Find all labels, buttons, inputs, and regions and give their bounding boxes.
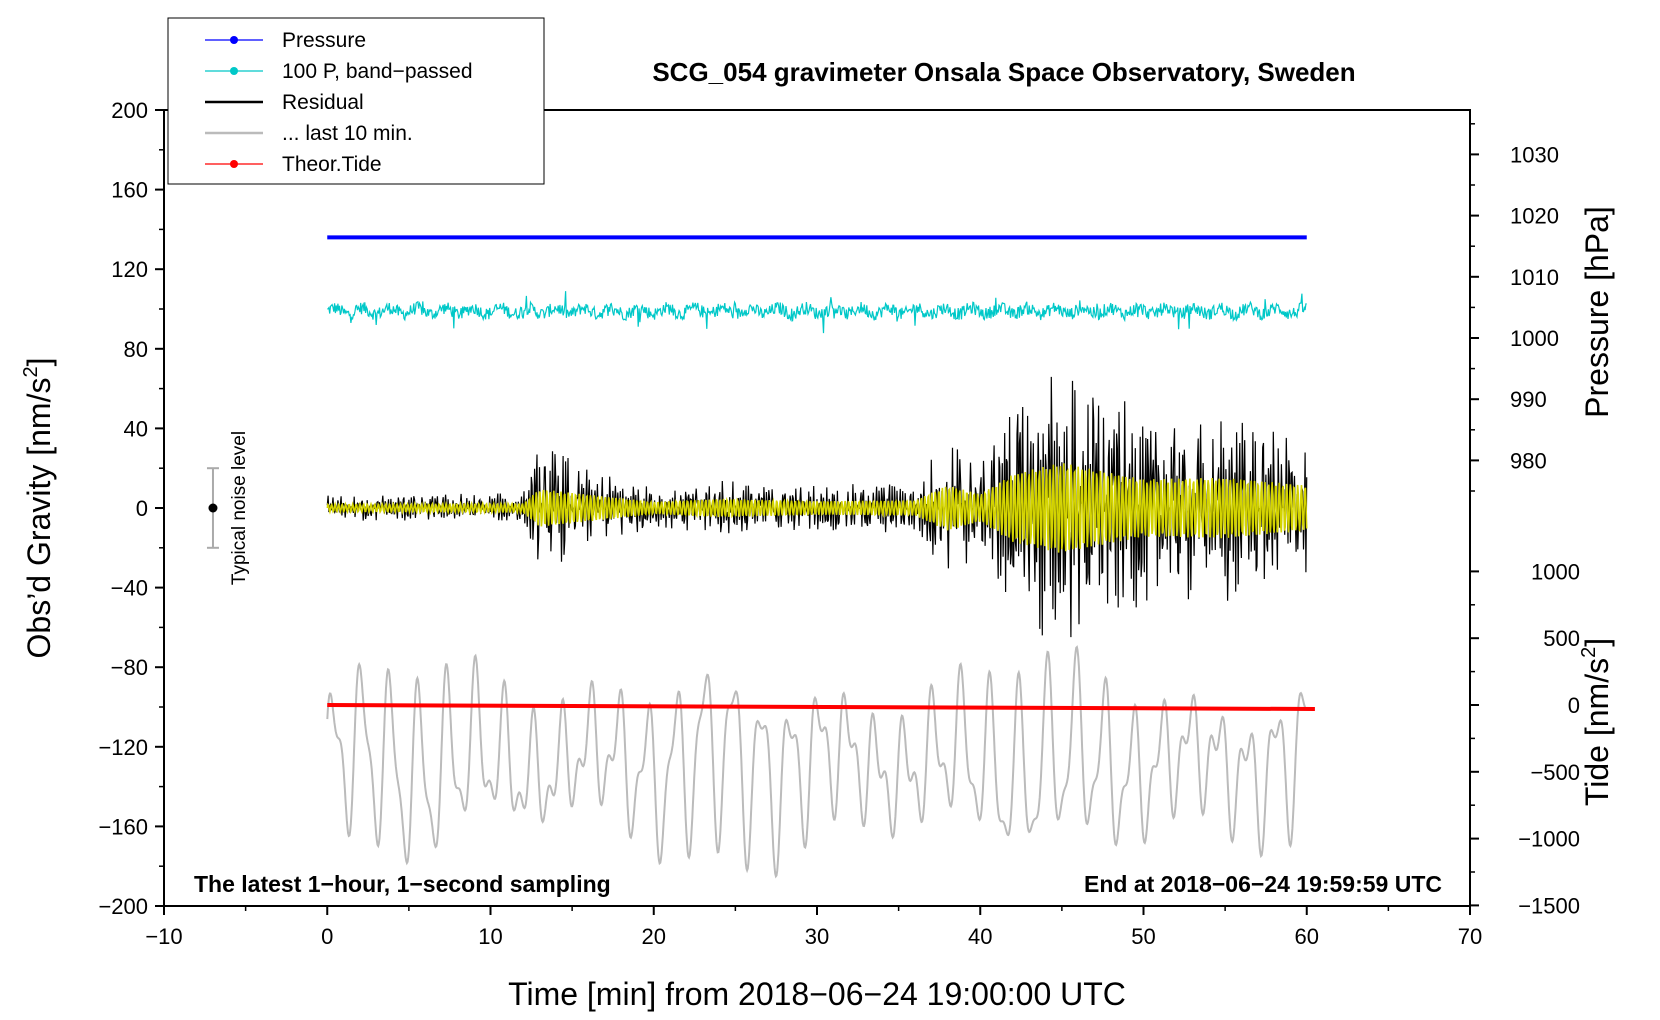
- series-theor-tide: [327, 703, 1315, 711]
- pressure-tick-label: 1030: [1510, 142, 1559, 167]
- noise-label: Typical noise level: [229, 431, 250, 585]
- noise-center-dot: [208, 503, 218, 513]
- annotation-end-time: End at 2018−06−24 19:59:59 UTC: [1084, 871, 1442, 897]
- chart-title: SCG_054 gravimeter Onsala Space Observat…: [652, 57, 1355, 87]
- x-tick-label: 50: [1131, 924, 1155, 949]
- legend-marker: [230, 67, 238, 75]
- y-tick-label: −160: [98, 814, 148, 839]
- y-axis-title-tide: Tide [nm/s2]: [1578, 638, 1615, 806]
- series-residual-filtered: [326, 463, 1308, 553]
- y-tick-label: 160: [111, 178, 148, 203]
- legend-label: Residual: [282, 91, 364, 114]
- x-tick-label: 70: [1458, 924, 1482, 949]
- series-layer: [326, 235, 1315, 879]
- y-tick-label: −80: [111, 655, 148, 680]
- pressure-tick-label: 980: [1510, 448, 1547, 473]
- x-tick-label: −10: [145, 924, 182, 949]
- legend-label: Pressure: [282, 29, 366, 52]
- x-tick-label: 60: [1295, 924, 1319, 949]
- x-tick-label: 0: [321, 924, 333, 949]
- legend-label: ... last 10 min.: [282, 122, 413, 145]
- series-band-passed-pressure: [327, 291, 1307, 334]
- right-axis-ticks: 1030 1020 1010 1000 990 980 1000 500 0 −500 −1000 −…: [1470, 123, 1580, 918]
- y-tick-label: 40: [124, 416, 148, 441]
- bottom-axis-ticks: −10 0 10 20 30 40 50 60 70: [145, 906, 1482, 949]
- y-tick-label: −200: [98, 894, 148, 919]
- pressure-tick-label: 990: [1510, 387, 1547, 412]
- tide-tick-label: −500: [1530, 760, 1580, 785]
- tide-tick-label: 500: [1543, 626, 1580, 651]
- noise-level-indicator: Typical noise level: [206, 431, 250, 585]
- left-axis-ticks: 200 160 120 80 40 0 −40 −80 −120 −160 −200: [98, 98, 164, 919]
- pressure-tick-label: 1000: [1510, 326, 1559, 351]
- pressure-tick-label: 1020: [1510, 204, 1559, 229]
- y-axis-title-left: Obs’d Gravity [nm/s2]: [20, 358, 57, 659]
- tide-tick-label: −1500: [1518, 893, 1580, 918]
- tide-tick-label: −1000: [1518, 827, 1580, 852]
- legend-marker: [230, 160, 238, 168]
- annotation-latest-hour: The latest 1−hour, 1−second sampling: [194, 871, 611, 897]
- x-tick-label: 30: [805, 924, 829, 949]
- legend: Pressure 100 P, band−passed Residual ... la…: [167, 17, 545, 185]
- pressure-tick-label: 1010: [1510, 265, 1559, 290]
- legend-label: Theor.Tide: [282, 153, 382, 176]
- y-axis-title-pressure: Pressure [hPa]: [1579, 206, 1615, 418]
- legend-items: Pressure 100 P, band−passed Residual ... la…: [205, 29, 473, 176]
- x-tick-label: 20: [642, 924, 666, 949]
- y-tick-label: −40: [111, 576, 148, 601]
- tide-tick-label: 1000: [1531, 559, 1580, 584]
- y-tick-label: 120: [111, 257, 148, 282]
- y-tick-label: 0: [136, 496, 148, 521]
- y-tick-label: 80: [124, 337, 148, 362]
- series-residual: [326, 376, 1308, 638]
- y-tick-label: −120: [98, 735, 148, 760]
- tide-tick-label: 0: [1568, 693, 1580, 718]
- x-tick-label: 10: [478, 924, 502, 949]
- x-axis-title: Time [min] from 2018−06−24 19:00:00 UTC: [508, 976, 1126, 1012]
- y-tick-label: 200: [111, 98, 148, 123]
- legend-marker: [230, 36, 238, 44]
- x-tick-label: 40: [968, 924, 992, 949]
- legend-label: 100 P, band−passed: [282, 60, 473, 83]
